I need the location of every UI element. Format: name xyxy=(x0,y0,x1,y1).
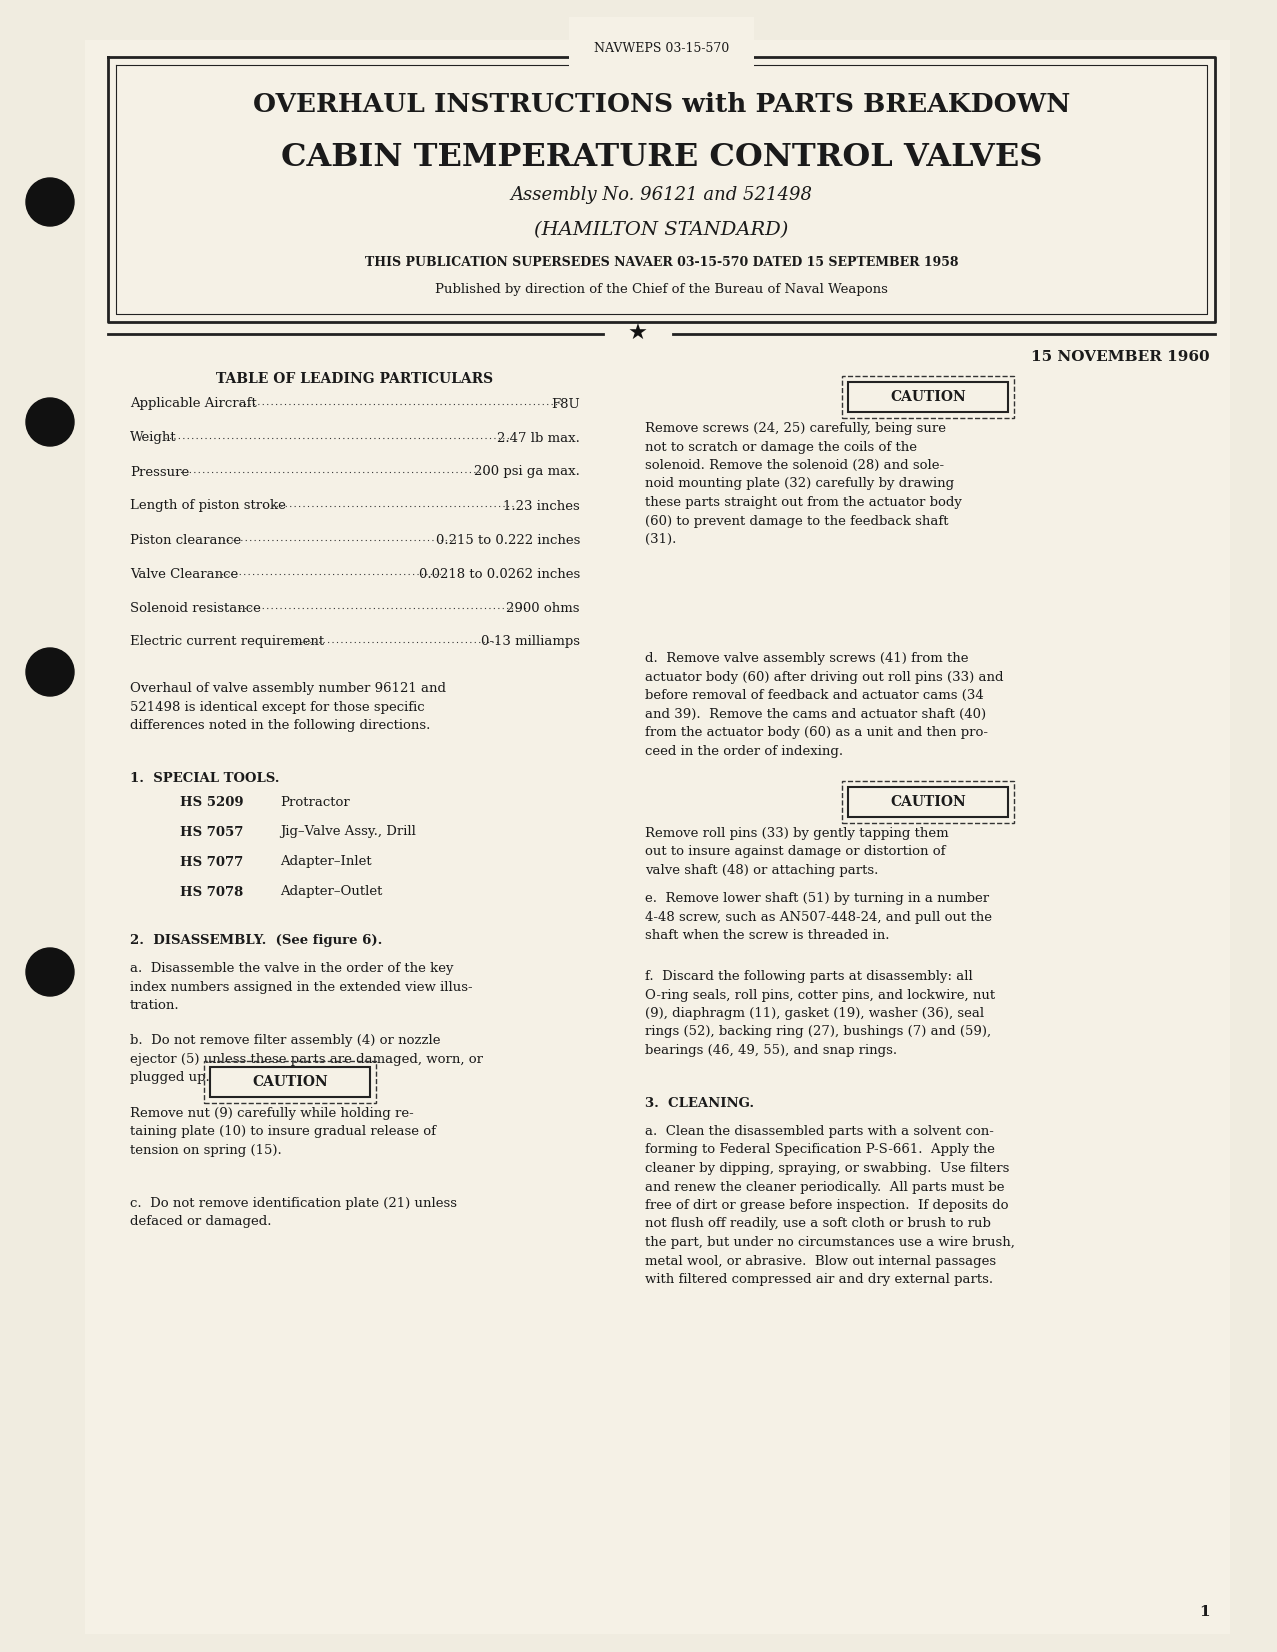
Text: Weight: Weight xyxy=(130,431,176,444)
Text: 0.215 to 0.222 inches: 0.215 to 0.222 inches xyxy=(435,534,580,547)
Text: 2.47 lb max.: 2.47 lb max. xyxy=(497,431,580,444)
Text: Adapter–Inlet: Adapter–Inlet xyxy=(280,856,372,869)
Text: TABLE OF LEADING PARTICULARS: TABLE OF LEADING PARTICULARS xyxy=(216,372,494,387)
Text: F8U: F8U xyxy=(552,398,580,410)
FancyBboxPatch shape xyxy=(209,1067,370,1097)
Bar xyxy=(86,40,1230,1634)
Text: c.  Do not remove identification plate (21) unless
defaced or damaged.: c. Do not remove identification plate (2… xyxy=(130,1198,457,1229)
Text: Published by direction of the Chief of the Bureau of Naval Weapons: Published by direction of the Chief of t… xyxy=(435,284,888,296)
Text: 2.  DISASSEMBLY.  (See figure 6).: 2. DISASSEMBLY. (See figure 6). xyxy=(130,933,382,947)
Circle shape xyxy=(26,178,74,226)
Text: Piston clearance: Piston clearance xyxy=(130,534,241,547)
Text: CABIN TEMPERATURE CONTROL VALVES: CABIN TEMPERATURE CONTROL VALVES xyxy=(281,142,1042,172)
Text: Overhaul of valve assembly number 96121 and
521498 is identical except for those: Overhaul of valve assembly number 96121 … xyxy=(130,682,446,732)
Text: 200 psi ga max.: 200 psi ga max. xyxy=(474,466,580,479)
Circle shape xyxy=(26,398,74,446)
Text: Remove roll pins (33) by gently tapping them
out to insure against damage or dis: Remove roll pins (33) by gently tapping … xyxy=(645,828,949,877)
Text: OVERHAUL INSTRUCTIONS with PARTS BREAKDOWN: OVERHAUL INSTRUCTIONS with PARTS BREAKDO… xyxy=(253,91,1070,117)
Text: Jig–Valve Assy., Drill: Jig–Valve Assy., Drill xyxy=(280,826,416,839)
Text: Protractor: Protractor xyxy=(280,796,350,808)
FancyBboxPatch shape xyxy=(848,786,1008,818)
Text: e.  Remove lower shaft (51) by turning in a number
4-48 screw, such as AN507-448: e. Remove lower shaft (51) by turning in… xyxy=(645,892,992,942)
Text: Pressure: Pressure xyxy=(130,466,189,479)
Text: 3.  CLEANING.: 3. CLEANING. xyxy=(645,1097,755,1110)
Text: Length of piston stroke: Length of piston stroke xyxy=(130,499,286,512)
Text: 2900 ohms: 2900 ohms xyxy=(507,601,580,615)
Text: Electric current requirement: Electric current requirement xyxy=(130,636,324,649)
FancyBboxPatch shape xyxy=(848,382,1008,411)
Text: HS 7078: HS 7078 xyxy=(180,885,243,899)
Circle shape xyxy=(26,948,74,996)
Text: ★: ★ xyxy=(628,324,647,344)
Text: CAUTION: CAUTION xyxy=(252,1075,328,1089)
Text: Adapter–Outlet: Adapter–Outlet xyxy=(280,885,382,899)
Text: Remove screws (24, 25) carefully, being sure
not to scratch or damage the coils : Remove screws (24, 25) carefully, being … xyxy=(645,421,962,547)
Text: 0-13 milliamps: 0-13 milliamps xyxy=(481,636,580,649)
Text: HS 7057: HS 7057 xyxy=(180,826,244,839)
Text: THIS PUBLICATION SUPERSEDES NAVAER 03-15-570 DATED 15 SEPTEMBER 1958: THIS PUBLICATION SUPERSEDES NAVAER 03-15… xyxy=(365,256,958,269)
Text: Assembly No. 96121 and 521498: Assembly No. 96121 and 521498 xyxy=(511,187,812,203)
Text: b.  Do not remove filter assembly (4) or nozzle
ejector (5) unless these parts a: b. Do not remove filter assembly (4) or … xyxy=(130,1034,483,1084)
Text: Solenoid resistance: Solenoid resistance xyxy=(130,601,261,615)
Text: HS 7077: HS 7077 xyxy=(180,856,243,869)
Text: CAUTION: CAUTION xyxy=(890,390,965,405)
Text: Applicable Aircraft: Applicable Aircraft xyxy=(130,398,257,410)
Text: (HAMILTON STANDARD): (HAMILTON STANDARD) xyxy=(534,221,789,240)
Text: 15 NOVEMBER 1960: 15 NOVEMBER 1960 xyxy=(1032,350,1211,363)
Text: a.  Clean the disassembled parts with a solvent con-
forming to Federal Specific: a. Clean the disassembled parts with a s… xyxy=(645,1125,1015,1285)
Text: HS 5209: HS 5209 xyxy=(180,796,244,808)
Text: 1.  SPECIAL TOOLS.: 1. SPECIAL TOOLS. xyxy=(130,771,280,785)
Text: NAVWEPS 03-15-570: NAVWEPS 03-15-570 xyxy=(594,41,729,55)
Text: f.  Discard the following parts at disassembly: all
O-ring seals, roll pins, cot: f. Discard the following parts at disass… xyxy=(645,970,995,1057)
Circle shape xyxy=(26,648,74,695)
Text: d.  Remove valve assembly screws (41) from the
actuator body (60) after driving : d. Remove valve assembly screws (41) fro… xyxy=(645,653,1004,758)
Text: CAUTION: CAUTION xyxy=(890,795,965,809)
Text: 1: 1 xyxy=(1199,1606,1211,1619)
Text: 0.0218 to 0.0262 inches: 0.0218 to 0.0262 inches xyxy=(419,568,580,580)
Text: a.  Disassemble the valve in the order of the key
index numbers assigned in the : a. Disassemble the valve in the order of… xyxy=(130,961,472,1013)
Text: Valve Clearance: Valve Clearance xyxy=(130,568,239,580)
Text: Remove nut (9) carefully while holding re-
taining plate (10) to insure gradual : Remove nut (9) carefully while holding r… xyxy=(130,1107,435,1156)
Text: 1.23 inches: 1.23 inches xyxy=(503,499,580,512)
